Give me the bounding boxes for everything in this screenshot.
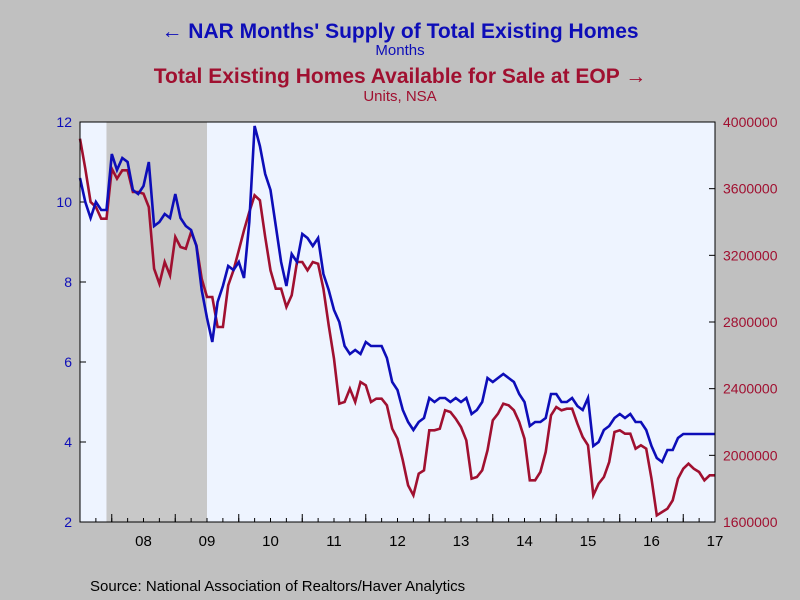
left-tick-label: 12 xyxy=(56,114,72,130)
right-tick-label: 3600000 xyxy=(723,181,778,197)
right-tick-label: 2000000 xyxy=(723,447,778,463)
right-axis-unit: Units, NSA xyxy=(363,88,437,105)
x-axis: 08 09 10 11 12 13 14 15 16 17 xyxy=(79,514,724,550)
right-y-axis: 1600000 2000000 2400000 2800000 3200000 36000… xyxy=(709,114,778,530)
x-tick-label: 12 xyxy=(389,533,406,550)
series-line-existing-homes-available xyxy=(78,138,715,518)
source-note: Source: National Association of Realtors… xyxy=(90,578,466,595)
right-tick-label: 2400000 xyxy=(723,381,778,397)
x-tick-label: 09 xyxy=(199,533,216,550)
left-arrow-icon: ← xyxy=(161,20,183,43)
recession-shading xyxy=(106,122,207,522)
right-tick-label: 3200000 xyxy=(723,247,778,263)
left-series-title: ← NAR Months' Supply of Total Existing H… xyxy=(0,20,800,44)
left-tick-label: 8 xyxy=(64,274,72,290)
series-line-months-supply xyxy=(78,125,715,465)
plot-frame xyxy=(79,121,716,523)
x-tick-label: 11 xyxy=(326,533,342,550)
x-tick-label: 13 xyxy=(453,533,470,550)
right-arrow-icon: → xyxy=(625,65,647,88)
left-tick-label: 6 xyxy=(64,354,72,370)
x-tick-label: 14 xyxy=(516,533,533,550)
left-tick-label: 2 xyxy=(64,514,72,530)
x-tick-label: 15 xyxy=(580,533,597,550)
x-tick-label: 17 xyxy=(707,533,724,550)
x-tick-label: 10 xyxy=(262,533,279,550)
x-tick-label: 08 xyxy=(135,533,152,550)
right-series-title: Total Existing Homes Available for Sale … xyxy=(0,65,800,89)
left-axis-unit: Months xyxy=(375,42,425,59)
right-tick-label: 4000000 xyxy=(723,114,778,130)
left-series-title-text: NAR Months' Supply of Total Existing Hom… xyxy=(188,20,639,43)
right-tick-label: 2800000 xyxy=(723,314,778,330)
left-tick-label: 10 xyxy=(56,194,72,210)
x-tick-label: 16 xyxy=(643,533,660,550)
right-tick-label: 1600000 xyxy=(723,514,778,530)
right-series-title-text: Total Existing Homes Available for Sale … xyxy=(153,65,620,88)
left-tick-label: 4 xyxy=(64,434,72,450)
